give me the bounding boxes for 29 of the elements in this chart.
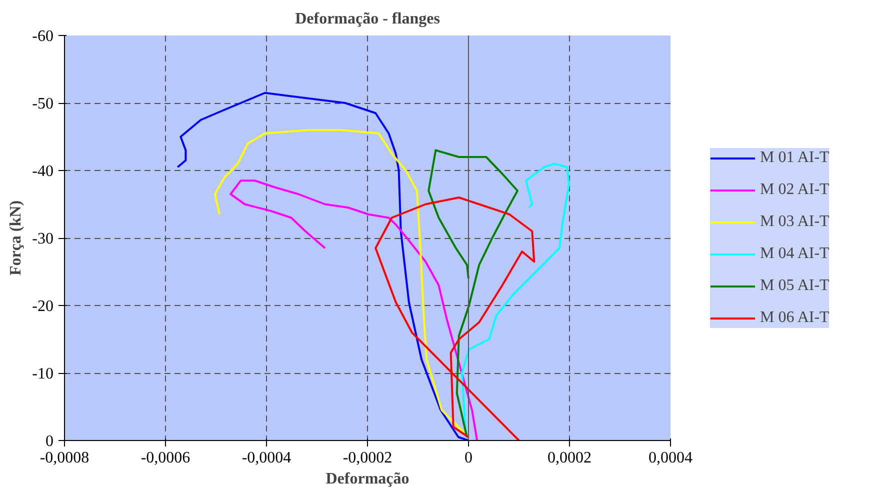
line-series xyxy=(428,149,518,438)
line-series xyxy=(176,92,470,440)
y-tick-label: -40 xyxy=(32,163,54,180)
legend-label: M 02 AI-T xyxy=(760,180,830,198)
legend-label: M 04 AI-T xyxy=(760,244,830,262)
legend-label: M 06 AI-T xyxy=(760,308,830,326)
y-tick-label: -20 xyxy=(32,298,54,315)
y-tick-label: 0 xyxy=(46,433,54,450)
y-tick-label: -60 xyxy=(32,28,54,45)
line-series xyxy=(460,162,570,438)
x-tick-label: -0,0004 xyxy=(242,450,292,466)
y-tick-label: -10 xyxy=(32,366,54,382)
y-axis-title: Força (kN) xyxy=(8,200,24,276)
x-tick-label: -0,0006 xyxy=(140,450,190,466)
legend-label: M 05 AI-T xyxy=(760,276,830,294)
legend-label: M 03 AI-T xyxy=(760,212,830,230)
x-axis-title: Deformação xyxy=(326,470,410,488)
line-series xyxy=(374,196,536,440)
x-tick-label: 0,0002 xyxy=(548,450,592,466)
chart-title: Deformação - flanges xyxy=(295,10,440,28)
x-tick-label: 0,0004 xyxy=(648,450,692,466)
y-tick-label: -50 xyxy=(32,96,54,112)
legend-label: M 01 AI-T xyxy=(760,148,830,166)
x-tick-label: -0,0008 xyxy=(40,450,90,466)
line-series xyxy=(230,180,478,440)
y-tick-label: -30 xyxy=(32,230,54,248)
line-series xyxy=(214,129,470,438)
x-tick-label: -0,0002 xyxy=(342,450,392,466)
x-tick-label: 0 xyxy=(464,450,472,466)
